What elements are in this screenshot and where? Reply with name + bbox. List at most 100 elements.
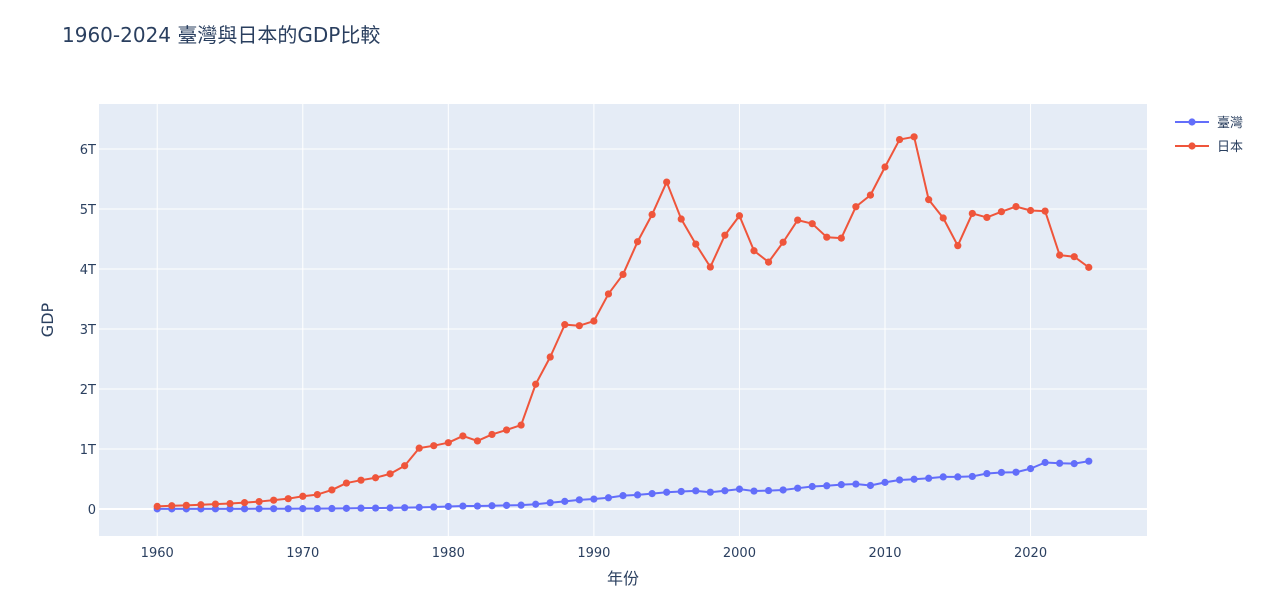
data-point[interactable] xyxy=(270,505,278,513)
data-point[interactable] xyxy=(488,430,496,439)
data-point[interactable] xyxy=(240,505,249,513)
data-point[interactable] xyxy=(706,263,714,271)
data-point[interactable] xyxy=(692,240,700,248)
legend-item[interactable]: 日本 xyxy=(1175,140,1243,155)
data-point[interactable] xyxy=(1041,207,1049,215)
data-point[interactable] xyxy=(939,473,947,481)
data-point[interactable] xyxy=(706,488,714,496)
data-point[interactable] xyxy=(313,504,321,513)
data-point[interactable] xyxy=(226,499,234,508)
data-point[interactable] xyxy=(910,133,918,141)
data-point[interactable] xyxy=(852,203,860,211)
data-point[interactable] xyxy=(764,258,773,266)
data-point[interactable] xyxy=(779,238,787,246)
data-point[interactable] xyxy=(430,442,438,450)
data-point[interactable] xyxy=(211,500,220,508)
data-point[interactable] xyxy=(648,210,656,219)
data-point[interactable] xyxy=(240,499,249,507)
data-point[interactable] xyxy=(386,470,394,478)
data-point[interactable] xyxy=(794,484,802,492)
data-point[interactable] xyxy=(619,270,627,279)
data-point[interactable] xyxy=(1085,457,1093,465)
data-point[interactable] xyxy=(182,501,190,509)
data-point[interactable] xyxy=(255,497,263,506)
data-point[interactable] xyxy=(939,214,947,222)
data-point[interactable] xyxy=(1041,458,1049,467)
data-point[interactable] xyxy=(997,468,1006,477)
data-point[interactable] xyxy=(750,247,758,255)
data-point[interactable] xyxy=(1070,253,1078,261)
data-point[interactable] xyxy=(517,421,525,429)
data-point[interactable] xyxy=(168,502,176,510)
data-point[interactable] xyxy=(983,213,991,222)
data-point[interactable] xyxy=(881,163,889,171)
data-point[interactable] xyxy=(197,501,205,509)
data-point[interactable] xyxy=(968,209,976,218)
data-point[interactable] xyxy=(546,499,554,507)
data-point[interactable] xyxy=(663,178,671,186)
data-point[interactable] xyxy=(692,487,700,495)
data-point[interactable] xyxy=(415,503,423,511)
legend-item[interactable]: 臺灣 xyxy=(1175,116,1243,131)
data-point[interactable] xyxy=(284,505,292,513)
data-point[interactable] xyxy=(852,480,860,488)
data-point[interactable] xyxy=(1026,465,1035,473)
data-point[interactable] xyxy=(1026,206,1035,215)
data-point[interactable] xyxy=(794,216,802,224)
data-point[interactable] xyxy=(735,212,744,220)
data-point[interactable] xyxy=(342,479,351,487)
data-point[interactable] xyxy=(313,491,321,499)
data-point[interactable] xyxy=(779,486,787,494)
data-point[interactable] xyxy=(677,215,685,223)
data-point[interactable] xyxy=(401,504,409,512)
data-point[interactable] xyxy=(823,482,831,490)
data-point[interactable] xyxy=(837,234,845,242)
data-point[interactable] xyxy=(328,504,336,513)
data-point[interactable] xyxy=(604,290,613,298)
data-point[interactable] xyxy=(721,487,729,495)
data-point[interactable] xyxy=(502,426,511,434)
data-point[interactable] xyxy=(1056,459,1064,467)
data-point[interactable] xyxy=(619,492,627,500)
data-point[interactable] xyxy=(954,242,962,250)
data-point[interactable] xyxy=(299,505,307,513)
data-point[interactable] xyxy=(648,490,656,498)
data-point[interactable] xyxy=(255,505,263,513)
data-point[interactable] xyxy=(502,501,511,509)
data-point[interactable] xyxy=(823,233,831,241)
data-point[interactable] xyxy=(444,439,452,447)
data-point[interactable] xyxy=(371,474,380,482)
data-point[interactable] xyxy=(808,482,816,491)
data-point[interactable] xyxy=(153,502,161,510)
data-point[interactable] xyxy=(444,502,452,511)
data-point[interactable] xyxy=(459,502,467,510)
data-point[interactable] xyxy=(837,481,845,489)
data-point[interactable] xyxy=(532,380,540,388)
data-point[interactable] xyxy=(735,485,744,493)
data-point[interactable] xyxy=(954,473,962,481)
data-point[interactable] xyxy=(1085,263,1093,271)
data-point[interactable] xyxy=(750,487,758,495)
data-point[interactable] xyxy=(561,497,569,505)
data-point[interactable] xyxy=(284,495,292,503)
data-point[interactable] xyxy=(342,504,351,512)
data-point[interactable] xyxy=(270,496,278,504)
data-point[interactable] xyxy=(401,462,409,470)
data-point[interactable] xyxy=(575,496,583,504)
data-point[interactable] xyxy=(546,353,554,361)
data-point[interactable] xyxy=(371,504,380,512)
data-point[interactable] xyxy=(1070,460,1078,468)
data-point[interactable] xyxy=(473,502,482,510)
data-point[interactable] xyxy=(459,432,467,440)
data-point[interactable] xyxy=(473,437,482,445)
data-point[interactable] xyxy=(764,486,773,495)
data-point[interactable] xyxy=(517,501,525,509)
data-point[interactable] xyxy=(590,495,598,503)
data-point[interactable] xyxy=(997,208,1006,216)
data-point[interactable] xyxy=(415,444,423,452)
data-point[interactable] xyxy=(561,321,569,329)
data-point[interactable] xyxy=(1012,468,1020,476)
data-point[interactable] xyxy=(895,135,904,144)
data-point[interactable] xyxy=(925,196,933,204)
data-point[interactable] xyxy=(881,478,889,486)
